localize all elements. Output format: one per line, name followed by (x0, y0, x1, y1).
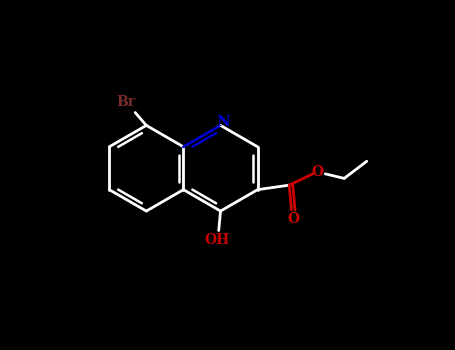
Text: N: N (216, 115, 230, 129)
Text: O: O (287, 212, 299, 226)
Text: O: O (311, 164, 323, 178)
Text: OH: OH (204, 233, 230, 247)
Text: Br: Br (116, 95, 136, 109)
